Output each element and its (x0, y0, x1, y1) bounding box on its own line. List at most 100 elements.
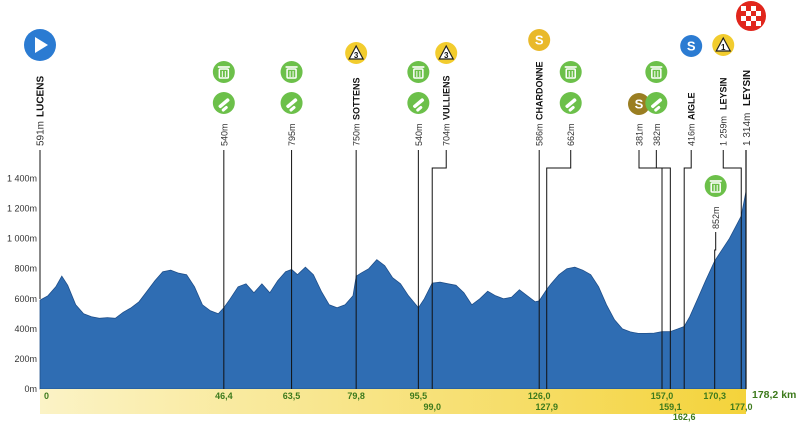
bottle-shape (654, 105, 661, 112)
marker-name-aigle: AIGLE (687, 92, 697, 120)
km-label: 170,3 (703, 391, 726, 401)
y-tick-label: 0m (24, 384, 37, 394)
marker-altitude: 540m (219, 123, 229, 146)
marker-altitude: 416m (687, 123, 697, 146)
finish-altitude-group: 1 314m (742, 113, 753, 146)
marker-name-aigle-group: AIGLE (687, 92, 697, 120)
marker-altitude: 704m (442, 123, 452, 146)
climb-category: 1 (721, 43, 726, 52)
marker-altitude-group: 382m (652, 123, 662, 146)
marker-8: 382m (645, 61, 671, 389)
marker-leader-line (431, 150, 447, 389)
checker-square (746, 21, 751, 26)
bottle-shape (650, 98, 662, 109)
km-label: 177,0 (730, 402, 753, 412)
feed-zone-icon (407, 61, 430, 83)
start-name: LUCENS (36, 76, 47, 117)
feed-zone-icon (212, 61, 235, 83)
checker-square (756, 21, 761, 26)
y-tick-label: 600m (14, 294, 37, 304)
km-label: 99,0 (423, 402, 441, 412)
feed-zone-icon (645, 61, 668, 83)
km-label: 126,0 (528, 391, 551, 401)
marker-altitude: 662m (566, 123, 576, 146)
climb-category: 3 (354, 51, 359, 60)
marker-name-chardonne: CHARDONNE (535, 62, 545, 121)
finish-marker: 1 314m LEYSIN (736, 1, 766, 389)
start-altitude: 591m (36, 121, 47, 146)
marker-altitude: 1 259m (719, 116, 729, 146)
marker-11: 1 259m LEYSIN 1 (712, 34, 742, 389)
marker-name-sottens-group: SOTTENS (352, 77, 362, 120)
feed-zone-icon-circle (559, 61, 582, 83)
bottle-shape (416, 105, 423, 112)
climb-triangle (348, 44, 365, 60)
start-altitude-group: 591m (36, 121, 47, 146)
marker-altitude-group: 662m (566, 123, 576, 146)
y-tick-label: 1 200m (7, 204, 37, 214)
marker-altitude-group: 704m (442, 123, 452, 146)
feed-zone-icon-circle (407, 61, 430, 83)
ravito-icon (559, 92, 582, 114)
marker-2: 750m SOTTENS 3 (345, 42, 368, 389)
km-bar (40, 389, 746, 414)
sprint-icon-circle (680, 35, 703, 57)
marker-leader-line (638, 150, 663, 389)
km-label: 95,5 (410, 391, 428, 401)
marker-name-vulliens: VULLIENS (442, 75, 452, 120)
marker-leader-line (655, 150, 671, 389)
bonus-sprint-icon: S (628, 93, 651, 115)
marker-altitude: 382m (652, 123, 662, 146)
marker-9: 416m AIGLE S (680, 35, 703, 389)
marker-altitude-group: 1 259m (719, 116, 729, 146)
markers-group: 540m 795m 750m SOTTENS 3 540m 704m VULLIENS 3 586… (24, 1, 766, 389)
marker-3: 540m (407, 61, 430, 389)
feed-zone-icon-circle (280, 61, 303, 83)
bottle-shape (568, 105, 575, 112)
climb-category: 3 (444, 51, 449, 60)
bonus-sprint-icon-letter: S (635, 97, 644, 112)
marker-altitude-group: 750m (352, 123, 362, 146)
finish-altitude: 1 314m (742, 113, 753, 146)
marker-altitude-group: 586m (535, 123, 545, 146)
bottle-shape (289, 105, 296, 112)
marker-leader-line (683, 150, 692, 389)
ravito-icon (407, 92, 430, 114)
marker-name-chardonne-group: CHARDONNE (535, 62, 545, 121)
climb-icon: 1 (712, 34, 735, 56)
feed-zone-icon-circle (212, 61, 235, 83)
climb-icon: 3 (345, 42, 368, 64)
bin-body (413, 68, 424, 79)
marker-name-sottens: SOTTENS (352, 77, 362, 120)
bin-body (651, 68, 662, 79)
marker-altitude: 750m (352, 123, 362, 146)
profile-area (39, 191, 747, 390)
bin-body (218, 68, 230, 79)
climb-icon: 3 (435, 42, 458, 64)
start-marker: 591m LUCENS (24, 29, 56, 299)
checker-square (751, 16, 756, 21)
y-tick-label: 400m (14, 324, 37, 334)
bottle-shape (413, 98, 425, 109)
marker-altitude: 795m (287, 123, 297, 146)
marker-altitude-group: 795m (287, 123, 297, 146)
ravito-icon (212, 92, 235, 114)
feed-zone-icon (559, 61, 582, 83)
marker-7: 381m S (628, 93, 663, 389)
km-label-start: 0 (44, 391, 49, 401)
km-label: 157,0 (651, 391, 674, 401)
marker-5: 586m CHARDONNE S (528, 29, 551, 389)
bin-body (286, 68, 297, 79)
bottle-shape (221, 105, 228, 112)
y-axis-group: 0m 200m 400m 600m 800m 1 000m 1 200m 1 400m (7, 174, 37, 395)
bottle-shape (286, 98, 298, 109)
total-distance-label: 178,2 km (752, 389, 796, 401)
bin-body (710, 182, 721, 193)
sprint-icon: S (680, 35, 703, 57)
checker-square (756, 11, 761, 16)
km-label: 162,6 (673, 412, 696, 422)
feed-zone-icon-circle (704, 175, 727, 197)
